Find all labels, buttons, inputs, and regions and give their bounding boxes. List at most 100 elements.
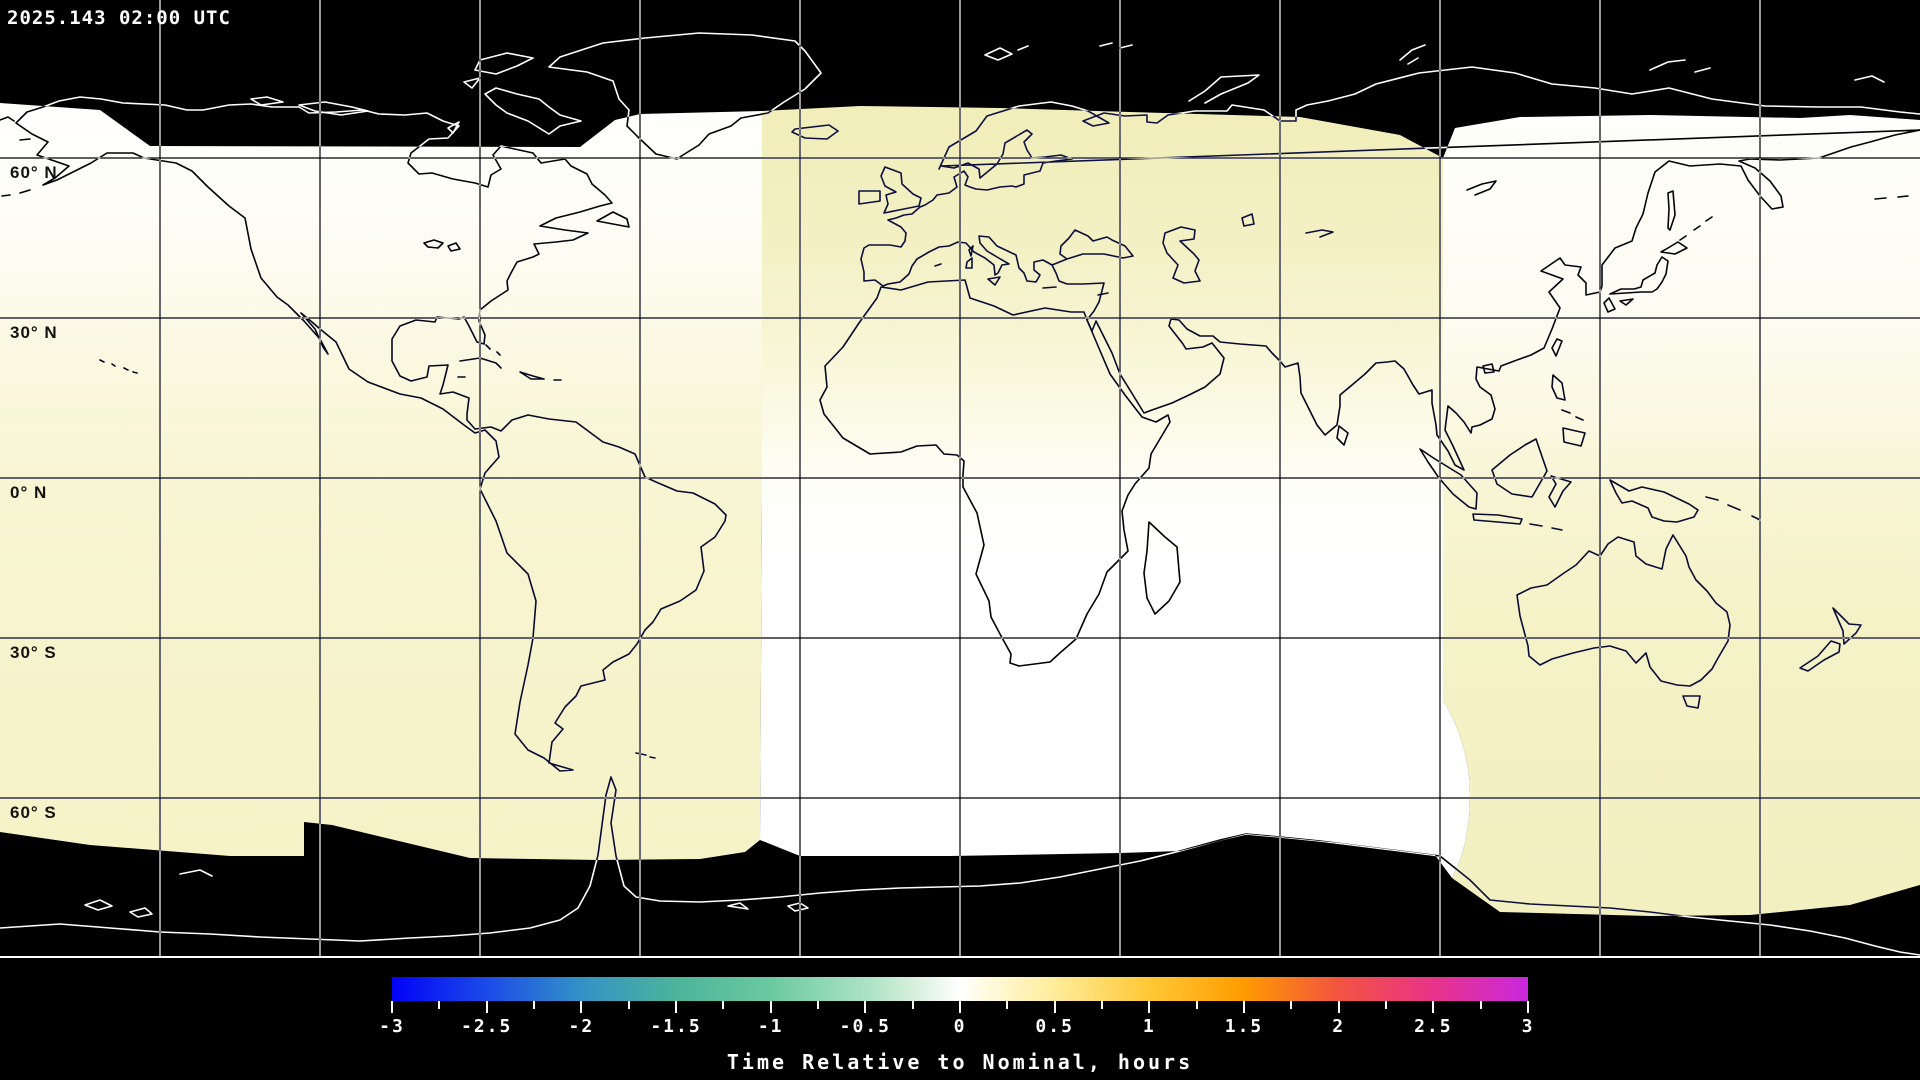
colorbar-tick-label: -0.5 xyxy=(839,1016,892,1037)
coastline-path xyxy=(635,752,647,756)
coastline-path xyxy=(1119,44,1133,49)
coastline-path xyxy=(858,190,881,205)
coastline-path xyxy=(1482,363,1495,374)
coastline-path xyxy=(1619,298,1634,306)
coastline-path xyxy=(1603,297,1616,313)
coastline-path xyxy=(19,138,31,141)
west-swath-region xyxy=(0,103,762,860)
coastline-path xyxy=(1336,425,1349,446)
coastline-path xyxy=(1491,438,1548,498)
coastline-path xyxy=(1727,504,1741,511)
coastline-path xyxy=(19,189,31,194)
coastline-path xyxy=(447,242,461,252)
colorbar-tick-label: 2.5 xyxy=(1414,1016,1453,1037)
colorbar-tick-label: -2.5 xyxy=(460,1016,513,1037)
colorbar-minor-tick xyxy=(627,1001,630,1009)
coastline-path xyxy=(1751,515,1761,521)
coastline-path xyxy=(1694,67,1711,73)
coastline-path xyxy=(1799,640,1841,672)
coastline-path xyxy=(99,359,105,363)
coastline-path xyxy=(1551,338,1563,357)
colorbar-minor-tick xyxy=(722,1001,725,1009)
latitude-label: 60° N xyxy=(10,163,58,182)
coastline-path xyxy=(1660,241,1688,255)
latitude-label: 60° S xyxy=(10,803,57,822)
coastline-path xyxy=(880,166,922,214)
coastline-path xyxy=(463,77,481,89)
coastline-path xyxy=(1419,448,1478,510)
colorbar-major-tick xyxy=(580,1001,583,1013)
colorbar-gradient xyxy=(392,977,1528,1001)
coastline-path xyxy=(1407,57,1419,65)
coastline-path xyxy=(596,211,630,228)
colorbar-minor-tick xyxy=(1290,1001,1293,1009)
colorbar-major-tick xyxy=(1148,1001,1151,1013)
colorbar-minor-tick xyxy=(1479,1001,1482,1009)
coastline-path xyxy=(1854,75,1885,83)
coastline-path xyxy=(1562,427,1586,447)
coastline-path xyxy=(447,121,460,134)
colorbar-major-tick xyxy=(1337,1001,1340,1013)
coastline-path xyxy=(129,907,153,918)
coastline-path xyxy=(1305,229,1334,238)
coastline-path xyxy=(934,263,942,267)
coastline-path xyxy=(984,47,1013,61)
colorbar-tick-label: 1 xyxy=(1142,1016,1156,1037)
coastline-path xyxy=(1705,496,1719,501)
colorbar-tick-label: 0.5 xyxy=(1035,1016,1074,1037)
colorbar-minor-tick xyxy=(817,1001,819,1009)
colorbar-minor-tick xyxy=(1101,1001,1103,1009)
coastline-path xyxy=(649,756,656,759)
colorbar-minor-tick xyxy=(1195,1001,1198,1009)
colorbar-title: Time Relative to Nominal, hours xyxy=(726,1050,1194,1074)
coastline-path xyxy=(1399,44,1426,61)
colorbar-major-tick xyxy=(1053,1001,1056,1013)
coastline-path xyxy=(987,276,1001,286)
coastline-path xyxy=(791,124,839,140)
coastline-path xyxy=(1693,225,1701,231)
coastline-path xyxy=(1466,180,1497,196)
colorbar-minor-tick xyxy=(911,1001,914,1009)
east-swath-region xyxy=(1443,115,1920,916)
coastline-path xyxy=(1609,256,1669,295)
data-swath-layer xyxy=(0,103,1920,916)
central-swath-region xyxy=(760,106,1470,878)
coastline-path xyxy=(459,357,502,369)
coastline-path xyxy=(1682,695,1701,709)
coastline-path xyxy=(1667,190,1676,231)
latitude-label: 30° N xyxy=(10,323,58,342)
coastline-path xyxy=(1017,45,1029,51)
world-map-canvas xyxy=(0,0,1920,958)
coastline-path xyxy=(1705,216,1713,222)
coastline-path xyxy=(787,902,809,912)
coastline-path xyxy=(1162,226,1201,284)
colorbar-minor-tick xyxy=(438,1001,441,1009)
coastline-path xyxy=(1561,409,1571,414)
latitude-label: 30° S xyxy=(10,643,57,662)
coastline-path xyxy=(15,96,727,772)
coastline-path xyxy=(819,279,1171,667)
coastline-path xyxy=(1551,527,1563,531)
coastline-path xyxy=(132,371,138,374)
colorbar-tick-label: -2 xyxy=(568,1016,595,1037)
coastline-path xyxy=(298,101,369,116)
coastline-path xyxy=(1241,213,1255,227)
colorbar-minor-tick xyxy=(1006,1001,1009,1009)
coastline-path xyxy=(1551,374,1566,401)
coastline-path xyxy=(474,52,534,75)
colorbar-major-tick xyxy=(1432,1001,1435,1013)
coastline-path xyxy=(1679,235,1687,241)
coastline-path xyxy=(938,66,1920,170)
coastline-path xyxy=(548,32,822,160)
coastline-path xyxy=(1897,195,1909,198)
coastline-path xyxy=(1832,607,1862,645)
coastline-path xyxy=(250,96,284,106)
colorbar-minor-tick xyxy=(1385,1001,1387,1009)
coastline-path xyxy=(727,902,749,910)
coastline-path xyxy=(1649,59,1686,71)
coastline-path xyxy=(1099,42,1113,47)
map-bottom-frame xyxy=(0,956,1920,958)
coastline-path xyxy=(1529,523,1543,527)
colorbar-major-tick xyxy=(1243,1001,1245,1013)
